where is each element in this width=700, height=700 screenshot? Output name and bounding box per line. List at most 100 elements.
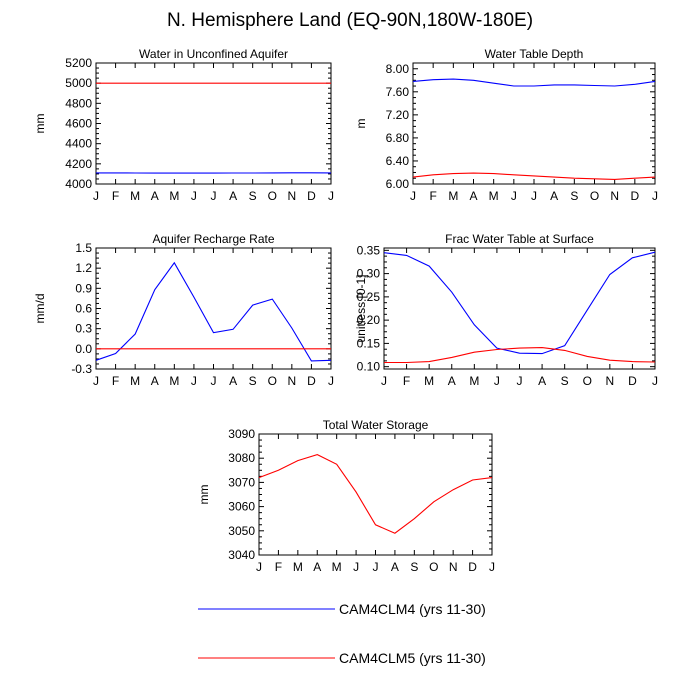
y-tick-label: 1.2 (75, 261, 92, 275)
panel-0-frame (95, 62, 332, 185)
x-tick-label: M (424, 374, 434, 388)
x-tick-label: A (538, 374, 546, 388)
x-tick-label: S (249, 189, 257, 203)
y-tick-label: 4400 (65, 137, 92, 151)
x-tick-label: F (112, 374, 119, 388)
panel-1-series-0-line (412, 78, 656, 87)
x-tick-label: F (275, 560, 282, 574)
x-tick-label: O (268, 374, 277, 388)
y-tick-label: 7.20 (386, 108, 410, 122)
y-tick-label: 0.15 (357, 336, 381, 350)
y-tick-label: 0.3 (75, 322, 92, 336)
x-tick-label: J (211, 189, 217, 203)
y-tick-label: 4200 (65, 157, 92, 171)
x-tick-label: F (429, 189, 436, 203)
panel-0-ylabel: mm (33, 114, 47, 134)
x-tick-label: M (332, 560, 342, 574)
y-tick-label: 6.00 (386, 177, 410, 191)
x-tick-label: D (630, 189, 639, 203)
y-tick-label: 5000 (65, 76, 92, 90)
x-tick-label: M (469, 374, 479, 388)
x-tick-label: J (256, 560, 262, 574)
y-tick-label: 7.60 (386, 85, 410, 99)
x-tick-label: M (489, 189, 499, 203)
x-tick-label: O (268, 189, 277, 203)
y-tick-label: 0.25 (357, 290, 381, 304)
x-tick-label: J (93, 374, 99, 388)
y-tick-label: 3050 (228, 524, 255, 538)
x-tick-label: D (307, 374, 316, 388)
panel-1-ylabel: m (354, 119, 368, 129)
x-tick-label: A (151, 374, 159, 388)
y-tick-label: 0.35 (357, 243, 381, 257)
x-tick-label: D (628, 374, 637, 388)
y-tick-label: 8.00 (386, 62, 410, 76)
x-tick-label: F (112, 189, 119, 203)
y-tick-label: 4000 (65, 177, 92, 191)
y-tick-label: 0.10 (357, 360, 381, 374)
x-tick-label: J (652, 374, 658, 388)
x-tick-label: A (151, 189, 159, 203)
x-tick-label: A (229, 189, 237, 203)
x-tick-label: N (605, 374, 614, 388)
panel-3-series-1-line (384, 347, 656, 364)
panel-3-ylabel: unitless [0-1] (354, 274, 368, 342)
y-tick-label: 3090 (228, 427, 255, 441)
y-tick-label: 0.20 (357, 313, 381, 327)
x-tick-label: J (93, 189, 99, 203)
x-tick-label: A (448, 374, 456, 388)
legend-label-cam4clm4: CAM4CLM4 (yrs 11-30) (339, 601, 486, 617)
x-tick-label: J (328, 374, 334, 388)
panel-2-ylabel: mm/d (33, 294, 47, 324)
x-tick-label: A (391, 560, 399, 574)
panel-2-frame (95, 247, 332, 370)
x-tick-label: M (169, 189, 179, 203)
x-tick-label: A (229, 374, 237, 388)
y-tick-label: 1.5 (75, 241, 92, 255)
x-tick-label: O (583, 374, 592, 388)
x-tick-label: N (449, 560, 458, 574)
x-tick-label: M (293, 560, 303, 574)
x-tick-label: F (403, 374, 410, 388)
y-tick-label: 4800 (65, 96, 92, 110)
y-tick-label: 4600 (65, 117, 92, 131)
panel-3-title: Frac Water Table at Surface (445, 232, 594, 246)
x-tick-label: J (652, 189, 658, 203)
panel-2-title: Aquifer Recharge Rate (152, 232, 274, 246)
x-tick-label: S (570, 189, 578, 203)
y-tick-label: 3070 (228, 475, 255, 489)
panel-2-series-0-line (95, 261, 332, 362)
x-tick-label: J (381, 374, 387, 388)
legend-label-cam4clm5: CAM4CLM5 (yrs 11-30) (339, 650, 486, 666)
y-tick-label: 3040 (228, 548, 255, 562)
x-tick-label: M (130, 189, 140, 203)
y-tick-label: 3080 (228, 451, 255, 465)
x-tick-label: D (307, 189, 316, 203)
x-tick-label: N (610, 189, 619, 203)
x-tick-label: O (590, 189, 599, 203)
x-tick-label: M (448, 189, 458, 203)
y-tick-label: 0.9 (75, 281, 92, 295)
panel-3: Frac Water Table at Surface unitless [0-1… (354, 232, 658, 388)
x-tick-label: N (287, 374, 296, 388)
x-tick-label: S (410, 560, 418, 574)
x-tick-label: M (130, 374, 140, 388)
x-tick-label: J (489, 560, 495, 574)
panel-0-title: Water in Unconfined Aquifer (139, 47, 288, 61)
panel-3-frame (383, 247, 656, 370)
x-tick-label: A (313, 560, 321, 574)
panel-4-series-0-line (258, 454, 493, 534)
x-tick-label: J (211, 374, 217, 388)
x-tick-label: D (468, 560, 477, 574)
x-tick-label: J (531, 189, 537, 203)
panel-3-series-0-line (383, 251, 656, 355)
x-tick-label: A (469, 189, 477, 203)
x-tick-label: J (328, 189, 334, 203)
y-tick-label: 6.80 (386, 131, 410, 145)
x-tick-label: M (169, 374, 179, 388)
panel-4-title: Total Water Storage (323, 418, 429, 432)
